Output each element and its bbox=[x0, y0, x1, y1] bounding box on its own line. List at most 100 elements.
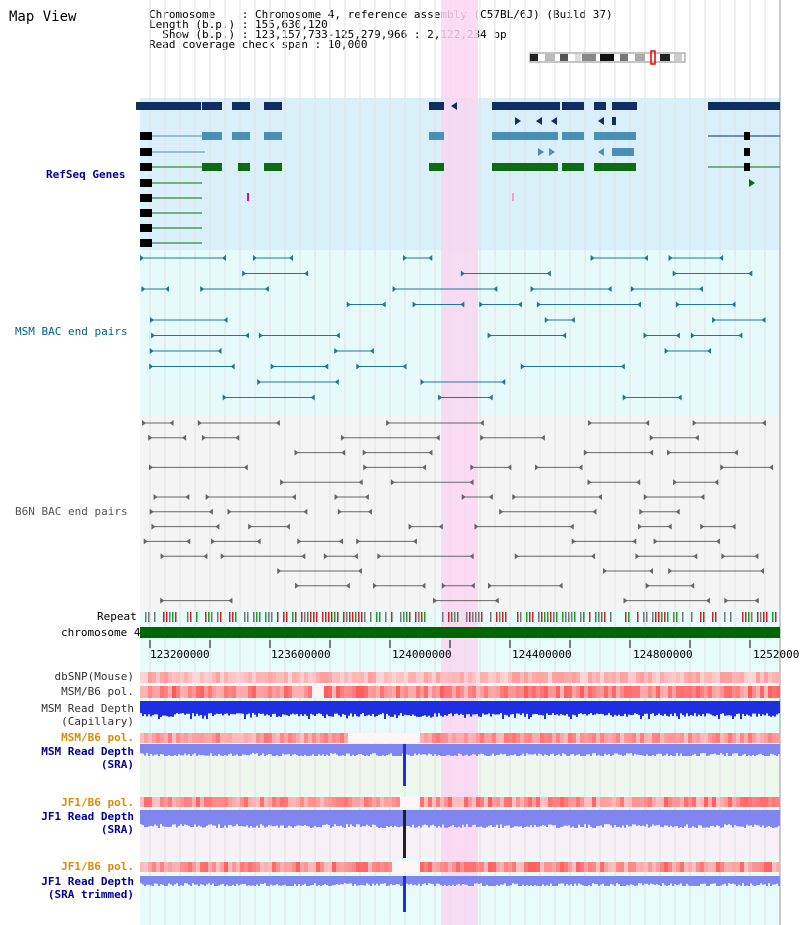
refseq-gene-track[interactable] bbox=[136, 102, 780, 247]
b6n-bac-track[interactable] bbox=[142, 420, 774, 604]
b6n-bac-pair-end bbox=[645, 582, 650, 589]
read-depth-bar bbox=[362, 876, 364, 886]
msm-pol2-cell bbox=[496, 733, 500, 743]
jf1-pol-cell bbox=[596, 797, 600, 807]
read-depth-bar bbox=[174, 810, 176, 825]
read-depth-bar bbox=[646, 701, 648, 714]
read-depth-bar bbox=[240, 876, 242, 885]
msm-pol2-cell bbox=[252, 733, 256, 743]
read-depth-bar bbox=[340, 810, 342, 826]
read-depth-bar bbox=[202, 810, 204, 828]
jf1-pol-cell bbox=[308, 797, 312, 807]
dbsnp-cell bbox=[692, 672, 696, 683]
read-depth-bar bbox=[390, 701, 392, 717]
b6n-bac-pair-end bbox=[558, 582, 563, 589]
read-depth-bar bbox=[192, 744, 194, 755]
msm-pol2-cell bbox=[256, 733, 260, 743]
read-depth-bar bbox=[544, 744, 546, 755]
read-depth-bar bbox=[770, 876, 772, 886]
msm-bac-pair-end bbox=[643, 332, 648, 339]
page-title: Map View bbox=[9, 9, 77, 25]
read-depth-bar bbox=[438, 876, 440, 884]
read-depth-bar bbox=[520, 701, 522, 716]
read-depth-bar bbox=[220, 701, 222, 714]
read-depth-bar bbox=[648, 744, 650, 756]
read-depth-bar bbox=[630, 744, 632, 754]
jf1-pol-cell bbox=[400, 797, 404, 807]
jf1-pol2-cell bbox=[708, 862, 712, 872]
msm-pol-cell bbox=[484, 686, 488, 698]
read-depth-bar bbox=[456, 744, 458, 756]
read-depth-bar bbox=[656, 876, 658, 885]
dbsnp-cell bbox=[632, 672, 636, 683]
read-depth-bar bbox=[584, 876, 586, 886]
msm-bac-track[interactable] bbox=[140, 255, 766, 401]
msm-pol2-cell bbox=[180, 733, 184, 743]
read-depth-bar bbox=[276, 810, 278, 826]
chromosome-ideogram[interactable] bbox=[529, 50, 686, 65]
dbsnp-cell bbox=[744, 672, 748, 683]
read-depth-bar bbox=[214, 701, 216, 715]
read-depth-bar bbox=[522, 810, 524, 828]
jf1-pol-cell bbox=[384, 797, 388, 807]
axis-tick-label: 123600000 bbox=[271, 648, 331, 661]
msm-pol-cell bbox=[188, 686, 192, 698]
jf1-pol-cell bbox=[404, 797, 408, 807]
msm-bac-pair-end bbox=[517, 301, 522, 308]
read-depth-bar bbox=[242, 744, 244, 755]
read-depth-bar bbox=[620, 810, 622, 828]
read-depth-bar bbox=[266, 744, 268, 755]
read-depth-bar bbox=[376, 701, 378, 716]
read-depth-bar bbox=[474, 876, 476, 884]
read-depth-bar bbox=[260, 701, 262, 714]
dbsnp-cell bbox=[524, 672, 528, 683]
read-depth-bar bbox=[410, 810, 412, 828]
read-depth-bar bbox=[600, 744, 602, 756]
repeat-element bbox=[334, 612, 336, 622]
read-depth-bar bbox=[542, 876, 544, 885]
read-depth-bar bbox=[414, 701, 416, 716]
read-depth-bar bbox=[168, 876, 170, 884]
read-depth-bar bbox=[206, 701, 208, 719]
read-depth-bar bbox=[420, 744, 422, 755]
msm-pol-cell bbox=[544, 686, 548, 698]
read-depth-bar bbox=[226, 810, 228, 828]
read-depth-bar bbox=[388, 744, 390, 755]
read-depth-spike bbox=[403, 810, 406, 858]
b6n-bac-pair-end bbox=[294, 449, 299, 456]
read-depth-bar bbox=[304, 701, 306, 715]
msm-bac-pair-end bbox=[698, 286, 703, 292]
repeat-element bbox=[595, 612, 597, 622]
read-depth-bar bbox=[176, 810, 178, 828]
jf1-pol-cell bbox=[628, 797, 632, 807]
b6n-bac-pair-end bbox=[731, 523, 736, 530]
msm-bac-pair-end bbox=[381, 301, 386, 308]
dbsnp-cell bbox=[312, 672, 316, 683]
repeat-track bbox=[145, 612, 777, 622]
read-depth-bar bbox=[290, 810, 292, 827]
read-depth-bar bbox=[706, 701, 708, 714]
read-depth-bar bbox=[440, 876, 442, 886]
b6n-bac-pair-end bbox=[340, 434, 345, 441]
jf1-pol-cell bbox=[748, 797, 752, 807]
jf1-pol2-cell bbox=[736, 862, 740, 872]
dbsnp-cell bbox=[652, 672, 656, 683]
jf1-pol-cell bbox=[496, 797, 500, 807]
msm-pol-cell bbox=[148, 686, 152, 698]
read-depth-bar bbox=[248, 744, 250, 756]
read-depth-bar bbox=[660, 876, 662, 886]
read-depth-bar bbox=[688, 701, 690, 717]
b6n-bac-pair-end bbox=[301, 553, 306, 560]
msm-pol-cell bbox=[144, 686, 148, 698]
b6n-bac-pair-end bbox=[356, 538, 361, 545]
msm-pol-cell bbox=[632, 686, 636, 698]
msm-pol2-cell bbox=[244, 733, 248, 743]
read-depth-bar bbox=[480, 744, 482, 754]
read-depth-bar bbox=[622, 744, 624, 756]
read-depth-bar bbox=[180, 744, 182, 756]
msm-pol-cell bbox=[220, 686, 224, 698]
read-depth-bar bbox=[414, 876, 416, 885]
jf1-pol-cell bbox=[288, 797, 292, 807]
read-depth-bar bbox=[380, 876, 382, 884]
